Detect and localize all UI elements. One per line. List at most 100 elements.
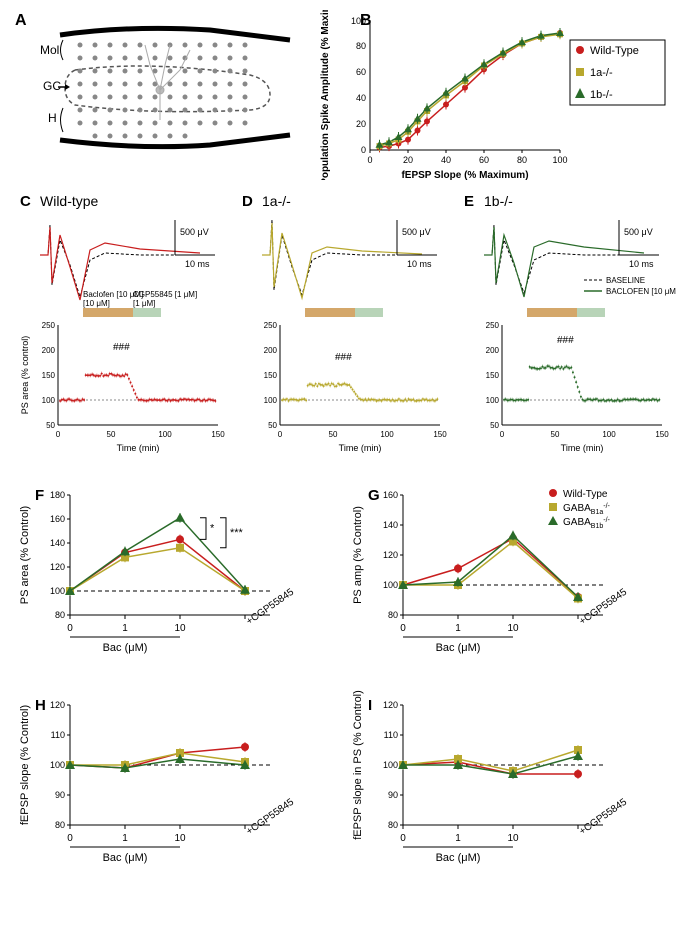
svg-text:140: 140 bbox=[383, 520, 398, 530]
svg-text:100: 100 bbox=[383, 760, 398, 770]
row-hi: H80901001101200110+CGP55845Bac (μM)fEPSP… bbox=[10, 690, 675, 890]
panel-c-title: Wild-type bbox=[40, 193, 99, 209]
svg-text:H: H bbox=[35, 697, 46, 714]
svg-text:10 ms: 10 ms bbox=[185, 259, 210, 269]
svg-text:150: 150 bbox=[211, 430, 225, 439]
svg-text:1: 1 bbox=[455, 833, 461, 844]
svg-text:1: 1 bbox=[122, 833, 128, 844]
panel-d-label: D bbox=[242, 193, 253, 210]
svg-text:+CGP55845: +CGP55845 bbox=[244, 796, 296, 837]
svg-text:*: * bbox=[210, 523, 215, 535]
svg-text:100: 100 bbox=[158, 430, 172, 439]
svg-text:GABAB1b-/-: GABAB1b-/- bbox=[563, 517, 611, 530]
svg-text:Bac (μM): Bac (μM) bbox=[436, 852, 481, 864]
svg-text:G: G bbox=[368, 487, 380, 504]
panel-c: C Wild-type 500 μV 10 ms Baclofen [10 μM… bbox=[10, 190, 232, 470]
svg-text:PS area (% Control): PS area (% Control) bbox=[19, 506, 31, 604]
svg-text:###: ### bbox=[335, 352, 352, 363]
svg-text:F: F bbox=[35, 487, 44, 504]
legend-b: Wild-Type 1a-/- 1b-/- bbox=[570, 40, 665, 105]
svg-text:200: 200 bbox=[264, 346, 278, 355]
svg-text:180: 180 bbox=[50, 490, 65, 500]
svg-text:50: 50 bbox=[107, 430, 116, 439]
panel-b-label: B bbox=[360, 12, 372, 30]
svg-text:1: 1 bbox=[455, 623, 461, 634]
svg-text:40: 40 bbox=[356, 93, 366, 103]
svg-text:fEPSP slope in PS (% Control): fEPSP slope in PS (% Control) bbox=[352, 690, 364, 840]
svg-text:100: 100 bbox=[552, 155, 567, 165]
svg-text:10: 10 bbox=[507, 833, 519, 844]
svg-text:80: 80 bbox=[55, 610, 65, 620]
svg-text:60: 60 bbox=[356, 67, 366, 77]
row-fg: F801001201401601800110+CGP55845Bac (μM)*… bbox=[10, 480, 675, 680]
svg-text:0: 0 bbox=[67, 833, 73, 844]
svg-text:100: 100 bbox=[486, 396, 500, 405]
panel-a-label: A bbox=[15, 12, 27, 30]
svg-text:10 ms: 10 ms bbox=[629, 259, 654, 269]
svg-text:150: 150 bbox=[655, 430, 669, 439]
svg-text:140: 140 bbox=[50, 538, 65, 548]
svg-text:120: 120 bbox=[383, 550, 398, 560]
svg-text:Time (min): Time (min) bbox=[339, 443, 382, 453]
panel-a: A Mol GC bbox=[10, 10, 310, 160]
panel-e: E 1b-/- 500 μV 10 ms BASELINE BACLOFEN [… bbox=[454, 190, 676, 470]
svg-text:Wild-Type: Wild-Type bbox=[563, 489, 608, 500]
svg-text:60: 60 bbox=[479, 155, 489, 165]
svg-text:0: 0 bbox=[400, 623, 406, 634]
b-xlabel: fEPSP Slope (% Maximum) bbox=[401, 170, 528, 180]
svg-text:+CGP55845: +CGP55845 bbox=[577, 796, 629, 837]
svg-text:0: 0 bbox=[500, 430, 505, 439]
svg-text:160: 160 bbox=[383, 490, 398, 500]
svg-text:50: 50 bbox=[329, 430, 338, 439]
svg-text:BACLOFEN [10 μM]: BACLOFEN [10 μM] bbox=[606, 287, 676, 296]
panel-d: D 1a-/- 500 μV 10 ms ### bbox=[232, 190, 454, 470]
svg-text:1b-/-: 1b-/- bbox=[590, 89, 613, 101]
svg-text:200: 200 bbox=[486, 346, 500, 355]
svg-text:50: 50 bbox=[46, 421, 55, 430]
svg-text:GABAB1a-/-: GABAB1a-/- bbox=[563, 503, 611, 516]
svg-text:50: 50 bbox=[490, 421, 499, 430]
svg-text:250: 250 bbox=[264, 321, 278, 330]
svg-text:20: 20 bbox=[403, 155, 413, 165]
svg-text:120: 120 bbox=[50, 700, 65, 710]
svg-text:0: 0 bbox=[400, 833, 406, 844]
svg-text:0: 0 bbox=[367, 155, 372, 165]
svg-text:500 μV: 500 μV bbox=[180, 227, 209, 237]
svg-text:150: 150 bbox=[486, 371, 500, 380]
svg-text:90: 90 bbox=[388, 790, 398, 800]
svg-text:1: 1 bbox=[122, 623, 128, 634]
svg-text:100: 100 bbox=[602, 430, 616, 439]
svg-text:120: 120 bbox=[383, 700, 398, 710]
svg-text:0: 0 bbox=[56, 430, 61, 439]
svg-text:###: ### bbox=[557, 335, 574, 346]
panel-d-title: 1a-/- bbox=[262, 193, 291, 209]
label-gc: GC bbox=[43, 79, 61, 93]
svg-text:PS area (% control): PS area (% control) bbox=[20, 336, 30, 415]
svg-text:10: 10 bbox=[174, 833, 186, 844]
svg-text:200: 200 bbox=[42, 346, 56, 355]
svg-text:80: 80 bbox=[356, 41, 366, 51]
svg-text:100: 100 bbox=[42, 396, 56, 405]
label-mol: Mol bbox=[40, 43, 59, 57]
figure-container: A Mol GC bbox=[10, 10, 675, 890]
svg-text:40: 40 bbox=[441, 155, 451, 165]
svg-text:0: 0 bbox=[67, 623, 73, 634]
row-cde: C Wild-type 500 μV 10 ms Baclofen [10 μM… bbox=[10, 190, 675, 470]
svg-text:Bac (μM): Bac (μM) bbox=[436, 642, 481, 654]
svg-text:###: ### bbox=[113, 342, 130, 353]
svg-text:100: 100 bbox=[383, 580, 398, 590]
label-h: H bbox=[48, 111, 57, 125]
svg-text:250: 250 bbox=[486, 321, 500, 330]
panel-e-title: 1b-/- bbox=[484, 193, 513, 209]
svg-text:BASELINE: BASELINE bbox=[606, 276, 645, 285]
svg-text:***: *** bbox=[230, 527, 244, 539]
svg-text:Bac (μM): Bac (μM) bbox=[103, 642, 148, 654]
svg-text:250: 250 bbox=[42, 321, 56, 330]
svg-text:100: 100 bbox=[50, 760, 65, 770]
svg-text:80: 80 bbox=[517, 155, 527, 165]
row-ab: A Mol GC bbox=[10, 10, 675, 180]
panel-e-label: E bbox=[464, 193, 474, 210]
svg-text:50: 50 bbox=[551, 430, 560, 439]
svg-text:100: 100 bbox=[380, 430, 394, 439]
svg-text:150: 150 bbox=[264, 371, 278, 380]
